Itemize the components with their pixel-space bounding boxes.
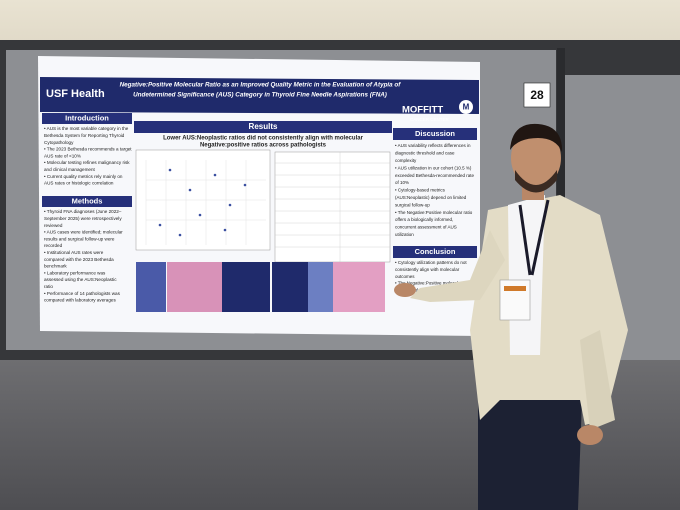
- results-subheading: Negative:positive ratios across patholog…: [200, 143, 327, 149]
- section-header: [42, 196, 132, 207]
- shirt: [508, 195, 545, 355]
- bullet-line: recorded: [44, 243, 63, 248]
- logo-left: USF Health: [46, 88, 105, 100]
- discussion-text: • AUS variability reflects differences i…: [395, 143, 475, 237]
- bullet-line: of 10%: [395, 180, 409, 185]
- lanyard: [518, 199, 550, 276]
- histology-image: [167, 262, 222, 312]
- poster-header: [40, 77, 479, 114]
- bullet-line: offers a biologically informed,: [395, 217, 453, 222]
- board-number-card: [523, 82, 551, 108]
- bullet-line: • AUS utilization in our cohort (10.5 %): [395, 165, 472, 170]
- poster: USF Health Negative:Positive Molecular R…: [38, 56, 480, 336]
- poster-title: Negative:Positive Molecular Ratio as an …: [120, 82, 402, 89]
- bullet-line: consistently align with molecular: [395, 267, 460, 272]
- bullet-line: September 2025) were retrospectively: [44, 216, 122, 221]
- bullet-line: • Molecular testing refines malignancy r…: [44, 160, 130, 165]
- bullet-line: and clinical management: [44, 167, 96, 172]
- bullet-line: complexity: [395, 158, 417, 163]
- image-caption-box: [272, 262, 308, 312]
- arm-right: [580, 330, 615, 430]
- results-table: [274, 151, 391, 263]
- histology-image: [308, 262, 333, 312]
- image-caption-box: [222, 262, 270, 312]
- badge-stripe: [504, 286, 526, 291]
- methods-text: • Thyroid FNA diagnoses (June 2022– Sept…: [44, 209, 123, 302]
- bullet-line: outcomes: [395, 274, 415, 279]
- section-heading: Introduction: [65, 113, 109, 122]
- bullet-line: • The Negative:Positive molecular ratio: [395, 210, 473, 215]
- chart-points: [158, 168, 247, 237]
- board-number: 28: [530, 88, 544, 102]
- bullet-line: compared with laboratory averages: [44, 298, 116, 303]
- logo-right-mark-letter: M: [463, 103, 470, 112]
- section-header: [42, 113, 132, 124]
- logo-right-mark: [459, 100, 473, 114]
- intro-text: • AUS is the most variable category in t…: [44, 126, 132, 185]
- bullet-line: • The 2023 Bethesda recommends a target: [44, 147, 132, 152]
- bullet-line: diagnostic threshold and case: [395, 151, 455, 156]
- bullet-line: reviewed: [44, 223, 63, 228]
- bullet-line: • Laboratory performance was: [44, 270, 106, 275]
- bullet-line: compared with the 2023 Bethesda: [44, 257, 114, 262]
- bullet-line: ratio: [44, 284, 53, 289]
- bullet-line: Bethesda System for Reporting Thyroid: [44, 133, 125, 138]
- bullet-line: utilization: [395, 232, 414, 237]
- trousers: [478, 400, 582, 510]
- bullet-line: AUS rates or histologic correlation: [44, 181, 114, 186]
- section-header: [393, 246, 477, 258]
- bullet-line: • The Negative:Positive molecular ratio: [395, 281, 473, 286]
- chart-grid: [145, 160, 266, 245]
- bullet-line: • Thyroid FNA diagnoses (June 2022–: [44, 209, 122, 214]
- bullet-line: concurrent assessment of AUS: [395, 225, 457, 230]
- hand-right: [577, 425, 603, 445]
- bullet-line: • AUS cases were identified; molecular: [44, 230, 123, 235]
- section-header: [134, 121, 392, 133]
- bullet-line: • Cytology-based metrics: [395, 188, 446, 193]
- bullet-line: • AUS is the most variable category in t…: [44, 126, 129, 131]
- table-rules: [275, 152, 390, 262]
- logo-right: MOFFITT: [402, 105, 443, 116]
- bullet-line: • Institutional AUS rates were: [44, 250, 104, 255]
- histology-image: [136, 262, 166, 312]
- bullet-line: (AUS:Neoplastic) depend on limited: [395, 195, 467, 200]
- bullet-line: results and surgical follow-up were: [44, 236, 115, 241]
- bullet-line: • AUS variability reflects differences i…: [395, 143, 471, 148]
- results-subheading: Lower AUS:Neoplastic ratios did not cons…: [163, 136, 363, 142]
- section-heading: Conclusion: [415, 247, 456, 256]
- section-heading: Methods: [72, 196, 103, 205]
- bullet-line: • Current quality metrics rely mainly on: [44, 174, 123, 179]
- bullet-line: • Cytology utilization patterns do not: [395, 260, 467, 265]
- section-heading: Results: [249, 122, 278, 131]
- poster-title: Undetermined Significance (AUS) Category…: [133, 92, 387, 99]
- bullet-line: surgical follow-up: [395, 202, 430, 207]
- beard: [515, 170, 557, 193]
- hand: [394, 283, 416, 297]
- presenter: [394, 123, 628, 510]
- bullet-line: AUS rate of <10%: [44, 153, 81, 158]
- bullet-line: benchmark: [44, 264, 67, 269]
- bullet-line: exceeded Bethesda-recommended rate: [395, 173, 475, 178]
- section-heading: Discussion: [415, 129, 455, 138]
- hair: [510, 123, 563, 152]
- section-header: [393, 128, 477, 140]
- bullet-line: • Performance of 14 pathologists was: [44, 291, 121, 296]
- bullet-line: assessed using the AUS:Neoplastic: [44, 277, 117, 282]
- arm: [410, 230, 505, 302]
- bullet-line: Cytopathology: [44, 140, 74, 145]
- logo-right-sub: CANCER CENTER: [410, 117, 450, 122]
- histology-image: [333, 262, 385, 312]
- face: [511, 128, 561, 188]
